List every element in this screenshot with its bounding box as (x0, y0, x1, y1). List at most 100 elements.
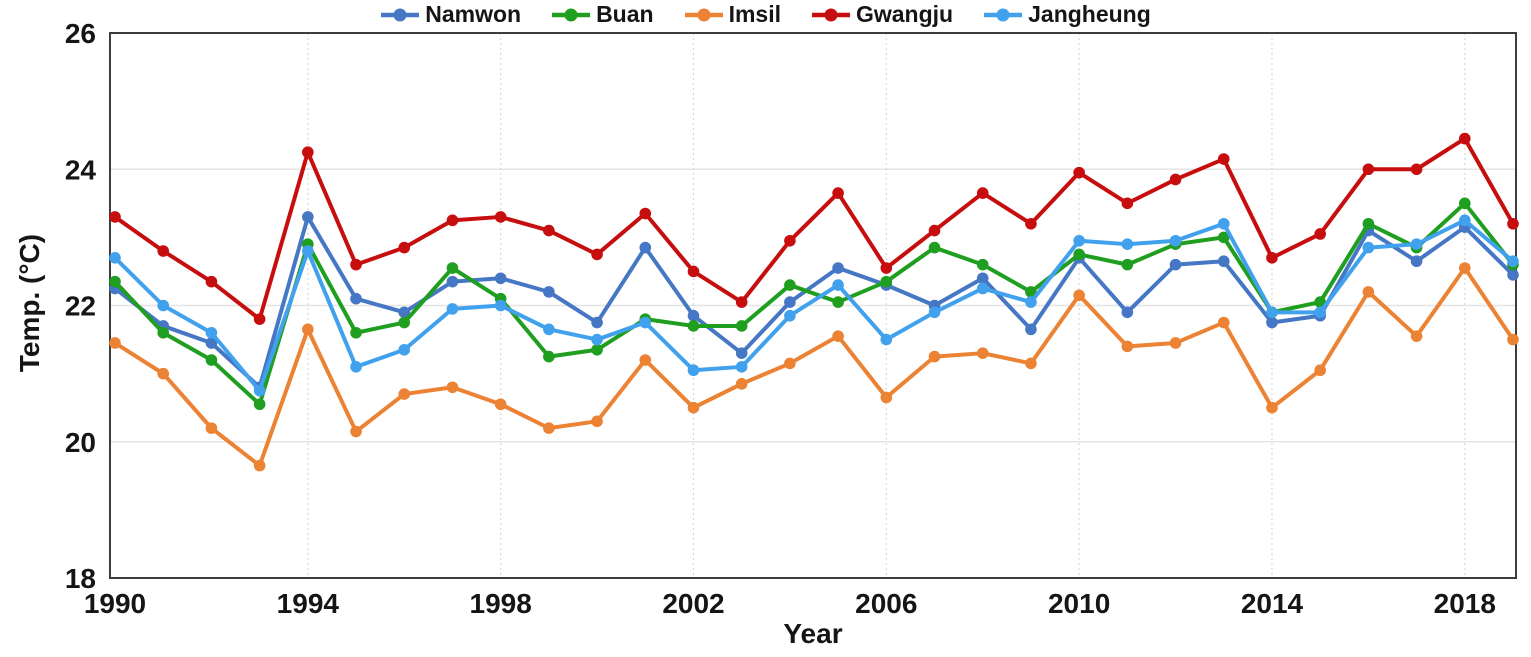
data-point-imsil (1025, 357, 1037, 370)
data-point-gwangju (205, 275, 218, 288)
data-point-imsil (543, 422, 555, 434)
data-point-jangheung (1073, 234, 1085, 247)
x-tick-label: 2006 (855, 588, 917, 619)
legend-dot (564, 8, 578, 21)
data-point-gwangju (1025, 217, 1037, 230)
data-point-gwangju (1217, 153, 1230, 165)
x-axis-title: Year (783, 618, 843, 649)
data-point-namwon (1217, 255, 1230, 268)
x-tick-label: 2014 (1241, 588, 1304, 619)
data-point-gwangju (1362, 163, 1375, 176)
legend-label: Namwon (425, 1, 522, 27)
data-point-jangheung (880, 333, 893, 346)
data-point-imsil (1121, 340, 1134, 353)
data-point-gwangju (1314, 228, 1326, 240)
legend-marker-imsil (684, 8, 723, 21)
data-point-imsil (1169, 337, 1182, 349)
legend-label: Imsil (728, 1, 781, 27)
data-point-buan (1458, 197, 1471, 210)
data-point-gwangju (446, 214, 459, 227)
x-tick-label: 1998 (470, 588, 532, 619)
data-point-jangheung (494, 299, 507, 312)
data-point-namwon (1121, 306, 1134, 319)
x-tick-label: 1994 (277, 588, 340, 619)
data-point-imsil (1217, 316, 1230, 329)
data-point-imsil (302, 323, 314, 336)
x-tick-label: 2002 (662, 588, 724, 619)
legend-item-imsil: Imsil (684, 1, 781, 28)
data-point-jangheung (1217, 217, 1230, 230)
data-point-imsil (1458, 262, 1471, 274)
data-point-imsil (928, 350, 941, 363)
data-point-gwangju (253, 313, 266, 325)
data-point-buan (928, 241, 941, 254)
data-point-namwon (1507, 269, 1519, 281)
data-point-gwangju (1458, 132, 1471, 145)
data-point-jangheung (350, 361, 362, 373)
series-line-gwangju (113, 136, 1515, 322)
data-point-imsil (1507, 333, 1519, 346)
data-point-gwangju (639, 207, 652, 220)
data-point-namwon (446, 275, 459, 288)
data-point-namwon (494, 272, 507, 285)
y-axis-title: Temp. (°C) (14, 233, 45, 373)
data-point-gwangju (928, 224, 941, 237)
x-tick-label: 2010 (1048, 588, 1110, 619)
data-point-jangheung (109, 252, 121, 264)
legend-label: Jangheung (1028, 1, 1151, 27)
legend-marker-buan (552, 8, 591, 21)
data-point-gwangju (784, 234, 796, 247)
data-point-buan (591, 343, 603, 356)
data-point-jangheung (784, 309, 796, 322)
data-point-buan (1362, 217, 1375, 230)
data-point-jangheung (253, 384, 266, 397)
data-point-buan (784, 279, 796, 291)
chart-legend: Namwon Buan Imsil Gwangju Jangheung (0, 1, 1531, 28)
data-point-jangheung (735, 361, 748, 373)
data-point-imsil (976, 347, 989, 359)
data-point-buan (446, 262, 459, 274)
data-point-buan (1121, 258, 1134, 271)
data-point-buan (687, 320, 700, 332)
data-point-imsil (157, 367, 170, 380)
data-point-jangheung (446, 303, 459, 315)
data-point-imsil (1266, 401, 1278, 414)
data-point-jangheung (928, 306, 941, 319)
data-point-jangheung (1458, 214, 1471, 227)
data-point-gwangju (398, 241, 411, 254)
data-point-imsil (1314, 364, 1326, 377)
series-line-buan (113, 201, 1515, 407)
data-point-buan (976, 258, 989, 271)
data-point-gwangju (832, 187, 844, 199)
data-point-namwon (591, 316, 603, 329)
data-point-buan (1073, 248, 1085, 261)
data-point-buan (880, 275, 893, 288)
data-point-imsil (639, 354, 652, 366)
legend-item-buan: Buan (551, 1, 654, 28)
x-tick-label: 2018 (1434, 588, 1496, 619)
data-point-namwon (350, 292, 362, 305)
data-point-gwangju (350, 258, 362, 271)
data-point-buan (1217, 231, 1230, 244)
data-point-jangheung (591, 333, 603, 346)
data-point-jangheung (398, 343, 411, 356)
data-point-imsil (1410, 330, 1423, 342)
data-point-namwon (1266, 316, 1278, 329)
data-point-imsil (880, 391, 893, 404)
data-point-jangheung (543, 323, 555, 336)
data-point-namwon (976, 272, 989, 285)
data-point-jangheung (157, 299, 170, 312)
data-point-gwangju (1121, 197, 1134, 210)
data-point-namwon (687, 309, 700, 322)
data-point-namwon (735, 347, 748, 359)
data-point-namwon (1169, 258, 1182, 271)
data-point-imsil (832, 330, 844, 342)
data-point-imsil (253, 459, 266, 472)
data-point-jangheung (832, 279, 844, 291)
data-point-gwangju (687, 265, 700, 278)
data-point-buan (205, 354, 218, 366)
data-point-jangheung (1169, 234, 1182, 247)
data-point-buan (109, 275, 121, 288)
legend-marker-namwon (381, 8, 420, 21)
y-tick-label: 22 (65, 291, 96, 322)
